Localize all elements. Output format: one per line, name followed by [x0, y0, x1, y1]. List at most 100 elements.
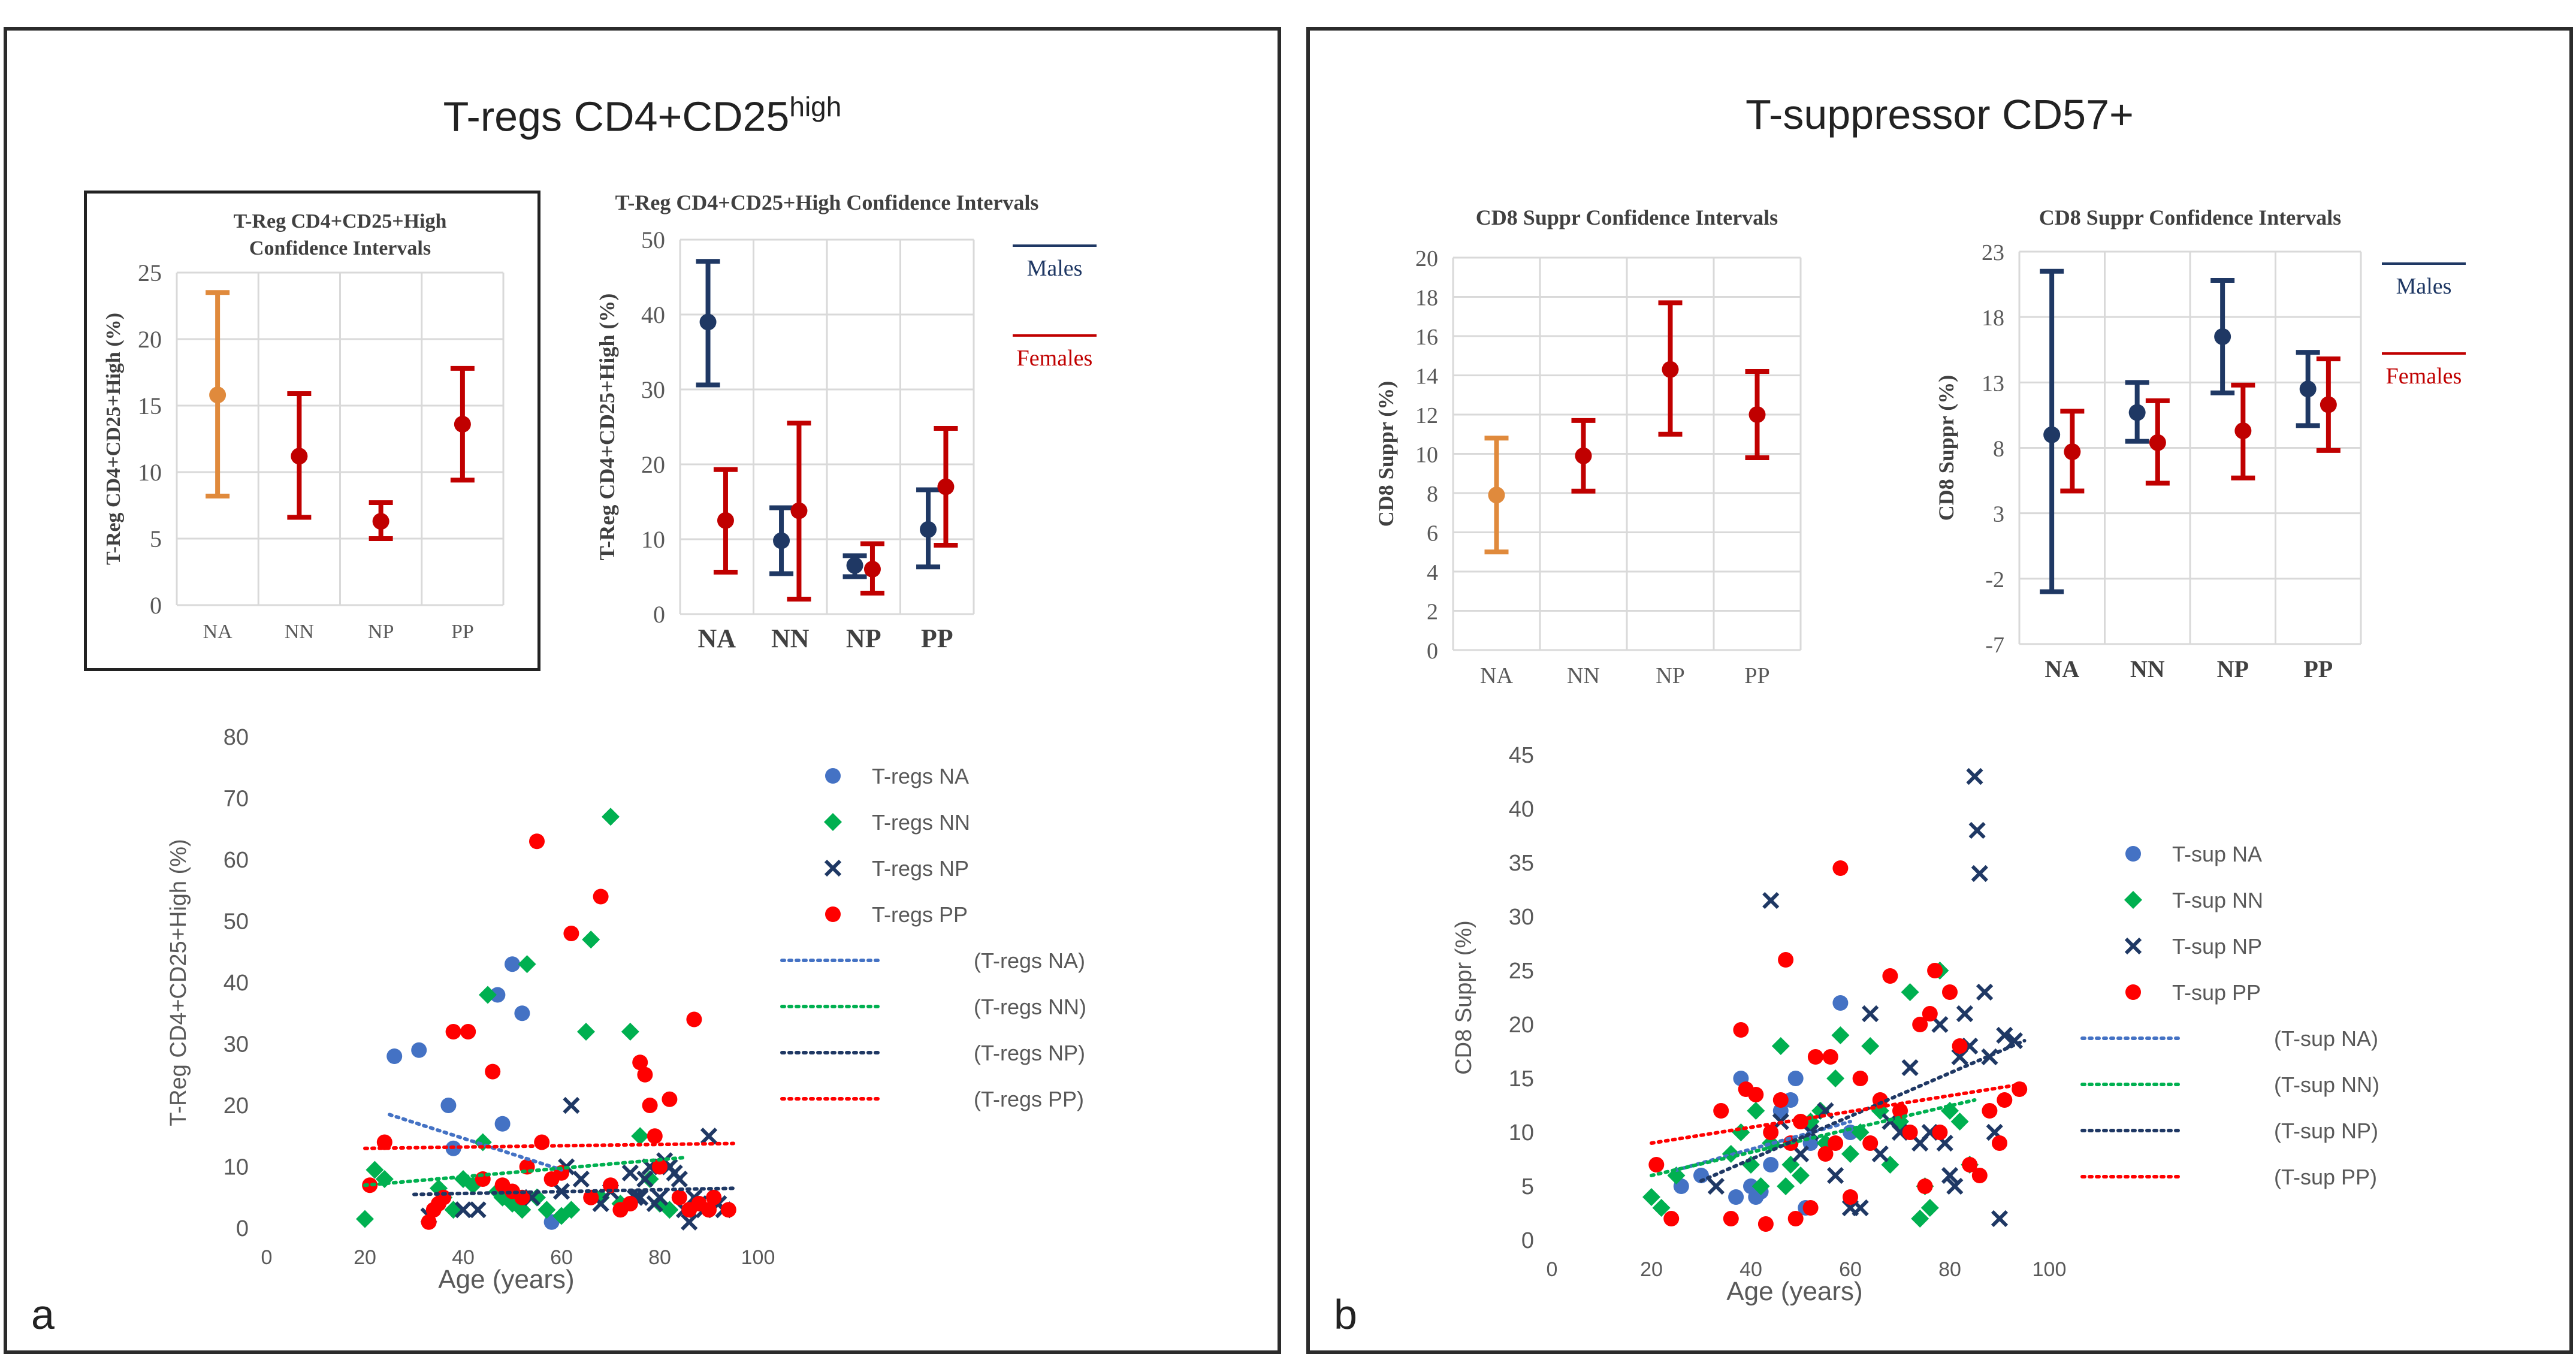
- category-label: NP: [846, 624, 881, 653]
- x-tick-label: 40: [452, 1246, 475, 1269]
- data-point-stroke: [1968, 821, 1986, 839]
- data-point: [1861, 1037, 1880, 1055]
- legend-label: Males: [1027, 256, 1083, 281]
- legend-label: T-sup NN: [2172, 888, 2263, 912]
- y-tick-label: 80: [224, 725, 249, 750]
- y-tick-label: 8: [1993, 437, 2004, 462]
- y-tick-label: 20: [641, 451, 665, 478]
- trendline: [363, 1141, 735, 1150]
- trendline: [412, 1186, 735, 1196]
- data-point: [1832, 995, 1849, 1011]
- y-axis-label: T-Reg CD4+CD25+High (%): [102, 313, 125, 565]
- mean-point: [717, 512, 734, 529]
- mean-point: [2234, 422, 2252, 440]
- data-point: [436, 1189, 452, 1205]
- data-point: [1733, 1022, 1749, 1038]
- data-point: [1956, 1005, 1974, 1023]
- data-point: [362, 1177, 378, 1193]
- data-point: [593, 889, 609, 905]
- y-tick-label: 0: [1427, 639, 1438, 664]
- data-point-stroke: [1981, 1048, 1998, 1066]
- legend-label: (T-sup PP): [2274, 1165, 2377, 1189]
- data-point: [706, 1189, 722, 1205]
- data-point: [1941, 1166, 1959, 1184]
- legend-label: (T-sup NP): [2274, 1119, 2378, 1143]
- data-point: [1950, 1113, 1969, 1131]
- data-point-stroke: [1862, 1005, 1879, 1023]
- y-tick-label: 50: [641, 226, 665, 253]
- data-point: [494, 1116, 511, 1132]
- data-point: [1946, 1177, 1964, 1195]
- y-tick-label: 20: [138, 326, 162, 353]
- chart-title: Confidence Intervals: [249, 237, 431, 259]
- data-point: [1882, 968, 1898, 984]
- mean-point: [2149, 434, 2166, 451]
- y-axis-label: CD8 Suppr (%): [1451, 920, 1476, 1075]
- data-point: [1826, 1166, 1844, 1184]
- data-point: [1968, 821, 1986, 839]
- mean-point: [699, 313, 717, 331]
- data-point: [1997, 1092, 2013, 1108]
- data-point-stroke: [469, 1201, 487, 1219]
- data-point: [1927, 963, 1943, 978]
- legend-label: (T-regs NP): [974, 1041, 1085, 1065]
- data-point: [1911, 1210, 1929, 1228]
- chart-title: CD8 Suppr Confidence Intervals: [1476, 205, 1778, 229]
- data-point: [1881, 1156, 1899, 1174]
- data-point: [479, 986, 497, 1004]
- data-point: [577, 1023, 595, 1041]
- data-point: [518, 955, 536, 974]
- data-point: [652, 1159, 668, 1175]
- legend-label: (T-regs NA): [974, 948, 1085, 973]
- data-point: [386, 1048, 403, 1064]
- y-axis-label: CD8 Suppr (%): [1374, 381, 1398, 527]
- data-point: [563, 926, 579, 941]
- mean-point: [372, 513, 389, 530]
- data-point: [1732, 1123, 1750, 1141]
- data-point: [1787, 1071, 1804, 1086]
- data-point: [1996, 1026, 2013, 1044]
- chart-title: T-Reg CD4+CD25+High Confidence Intervals: [615, 191, 1039, 214]
- y-tick-label: 18: [1415, 286, 1438, 311]
- y-tick-label: 35: [1509, 851, 1534, 876]
- chart-a1-frame: [84, 191, 540, 671]
- data-point: [1652, 1199, 1671, 1217]
- data-point: [1872, 1092, 1888, 1108]
- data-point: [1663, 1211, 1680, 1226]
- mean-point: [773, 532, 790, 549]
- mean-point: [291, 448, 308, 465]
- data-point: [583, 1189, 599, 1205]
- y-tick-label: 2: [1427, 600, 1438, 625]
- x-tick-label: 60: [1839, 1258, 1862, 1281]
- data-point: [421, 1214, 437, 1230]
- category-label: NN: [771, 624, 810, 653]
- y-tick-label: 25: [1509, 959, 1534, 984]
- data-point: [1862, 1005, 1879, 1023]
- y-tick-label: 30: [641, 376, 665, 403]
- trendline: [1699, 1039, 2027, 1183]
- y-axis-label: T-Reg CD4+CD25+High (%): [166, 839, 191, 1126]
- y-tick-label: 0: [1521, 1228, 1534, 1253]
- data-point-stroke: [454, 1201, 472, 1219]
- data-point: [1763, 1125, 1779, 1140]
- data-point: [2124, 937, 2142, 955]
- trendline: [388, 1113, 563, 1172]
- y-tick-label: 3: [1993, 502, 2004, 527]
- data-point: [701, 1202, 717, 1218]
- y-tick-label: 10: [138, 459, 162, 486]
- data-point: [529, 833, 545, 850]
- data-point: [671, 1189, 687, 1205]
- mean-point: [454, 416, 471, 433]
- chart-a3: 0 10 20 30 40 50 60 70 80 0 20 40 60 80 100 Age (years)…: [166, 725, 1086, 1294]
- data-point-stroke: [572, 1170, 590, 1188]
- legend-label: (T-sup NA): [2274, 1026, 2378, 1051]
- x-tick-label: 20: [354, 1246, 376, 1269]
- mean-point: [920, 521, 937, 538]
- data-point: [641, 1170, 659, 1188]
- mean-point: [2320, 396, 2337, 413]
- panel-b-letter: b: [1334, 1291, 1357, 1338]
- data-point: [1817, 1146, 1834, 1162]
- legend-label: T-regs PP: [872, 902, 968, 927]
- data-point-stroke: [1871, 1145, 1889, 1163]
- mean-point: [1488, 486, 1505, 504]
